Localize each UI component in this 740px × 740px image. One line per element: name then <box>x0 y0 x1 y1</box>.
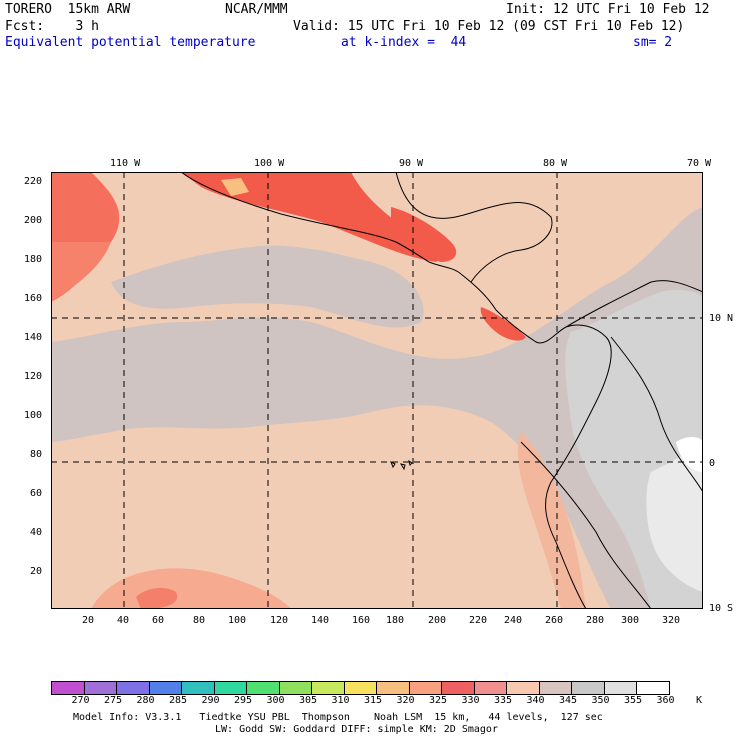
x-tick-320: 320 <box>662 615 681 626</box>
colorbar-swatch-320 <box>376 681 410 695</box>
theta-e-330-guatemala <box>391 207 457 262</box>
colorbar-label-310: 310 <box>331 695 350 706</box>
x-tick-180: 180 <box>386 615 405 626</box>
colorbar-label-355: 355 <box>624 695 643 706</box>
colorbar-swatch-315 <box>343 681 377 695</box>
lat-lon-grid <box>51 172 703 609</box>
x-tick-300: 300 <box>621 615 640 626</box>
lat-label-0: 0 <box>709 458 716 469</box>
colorbar-swatch-340 <box>506 681 540 695</box>
colorbar-swatch-295 <box>213 681 247 695</box>
colorbar-label-290: 290 <box>201 695 220 706</box>
valid-time: Valid: 15 UTC Fri 10 Feb 12 (09 CST Fri … <box>293 19 685 34</box>
model-title: TORERO 15km ARW <box>5 2 131 17</box>
colorbar-label-270: 270 <box>71 695 90 706</box>
x-tick-100: 100 <box>228 615 247 626</box>
theta-e-330-costa-rica <box>480 307 526 341</box>
forecast-hour: Fcst: 3 h <box>5 19 99 34</box>
lon-label-110w: 110 W <box>110 158 141 169</box>
y-tick-140: 140 <box>24 332 43 343</box>
y-tick-100: 100 <box>24 410 43 421</box>
model-info-line1: Model Info: V3.3.1 Tiedtke YSU PBL Thomp… <box>73 712 603 723</box>
y-tick-80: 80 <box>30 449 43 460</box>
colorbar-swatch-360 <box>636 681 670 695</box>
theta-e-355-patch <box>646 442 703 592</box>
colorbar-label-335: 335 <box>494 695 513 706</box>
y-tick-160: 160 <box>24 293 43 304</box>
colorbar-swatch-310 <box>311 681 345 695</box>
x-tick-20: 20 <box>82 615 95 626</box>
y-tick-120: 120 <box>24 371 43 382</box>
colorbar-label-285: 285 <box>169 695 188 706</box>
colorbar-label-275: 275 <box>104 695 123 706</box>
colorbar-label-360: 360 <box>656 695 675 706</box>
lon-label-90w: 90 W <box>399 158 424 169</box>
lon-label-70w: 70 W <box>687 158 712 169</box>
y-tick-20: 20 <box>30 566 43 577</box>
y-tick-220: 220 <box>24 176 43 187</box>
theta-e-340-south-blob <box>136 587 178 609</box>
lat-label-10n: 10 N <box>709 313 734 324</box>
colorbar-swatch-300 <box>246 681 280 695</box>
y-tick-200: 200 <box>24 215 43 226</box>
colorbar-label-280: 280 <box>136 695 155 706</box>
x-tick-60: 60 <box>152 615 165 626</box>
x-tick-220: 220 <box>469 615 488 626</box>
colorbar-swatch-275 <box>83 681 117 695</box>
colorbar-label-295: 295 <box>234 695 253 706</box>
y-tick-180: 180 <box>24 254 43 265</box>
theta-e-330-mexico-coast <box>181 172 438 262</box>
colorbar-swatch-290 <box>181 681 215 695</box>
colorbar-swatch-355 <box>603 681 637 695</box>
center-label: NCAR/MMM <box>225 2 288 17</box>
colorbar-unit: K <box>696 695 703 706</box>
y-tick-60: 60 <box>30 488 43 499</box>
colorbar-swatch-350 <box>571 681 605 695</box>
x-tick-140: 140 <box>311 615 330 626</box>
field-name: Equivalent potential temperature <box>5 35 256 50</box>
x-tick-80: 80 <box>193 615 206 626</box>
theta-e-345-upper <box>111 245 424 328</box>
colorbar-label-300: 300 <box>266 695 285 706</box>
smoothing-label: sm= 2 <box>633 35 673 50</box>
theta-e-map <box>51 172 703 609</box>
x-tick-260: 260 <box>545 615 564 626</box>
colorbar-label-325: 325 <box>429 695 448 706</box>
lon-label-80w: 80 W <box>543 158 568 169</box>
theta-e-360-patch <box>676 437 703 472</box>
colorbar-label-340: 340 <box>526 695 545 706</box>
colorbar-swatch-280 <box>116 681 150 695</box>
colorbar-swatch-325 <box>408 681 442 695</box>
lat-label-10s: 10 S <box>709 603 734 614</box>
map-frame <box>51 172 703 609</box>
theta-e-345-region <box>51 207 703 609</box>
colorbar-label-315: 315 <box>364 695 383 706</box>
y-tick-40: 40 <box>30 527 43 538</box>
colorbar-swatch-335 <box>473 681 507 695</box>
level-label: at k-index = 44 <box>341 35 467 50</box>
colorbar-label-305: 305 <box>299 695 318 706</box>
x-tick-200: 200 <box>428 615 447 626</box>
colorbar-swatch-270 <box>51 681 85 695</box>
colorbar-swatch-330 <box>441 681 475 695</box>
x-tick-280: 280 <box>586 615 605 626</box>
colorbar-label-320: 320 <box>396 695 415 706</box>
theta-e-335-northwest <box>51 242 111 302</box>
colorbar-label-345: 345 <box>559 695 578 706</box>
x-tick-160: 160 <box>352 615 371 626</box>
colorbar-swatch-285 <box>148 681 182 695</box>
coastlines <box>180 172 703 609</box>
colorbar-label-350: 350 <box>591 695 610 706</box>
init-time: Init: 12 UTC Fri 10 Feb 12 <box>506 2 710 17</box>
x-tick-240: 240 <box>504 615 523 626</box>
x-tick-40: 40 <box>117 615 130 626</box>
lon-label-100w: 100 W <box>254 158 285 169</box>
theta-e-340-coast <box>517 432 586 609</box>
colorbar-swatch-305 <box>278 681 312 695</box>
model-info-line2: LW: Godd SW: Goddard DIFF: simple KM: 2D… <box>215 724 498 735</box>
x-tick-120: 120 <box>270 615 289 626</box>
theta-e-320-yellow <box>221 178 249 196</box>
colorbar-label-330: 330 <box>461 695 480 706</box>
colorbar-swatch-345 <box>538 681 572 695</box>
